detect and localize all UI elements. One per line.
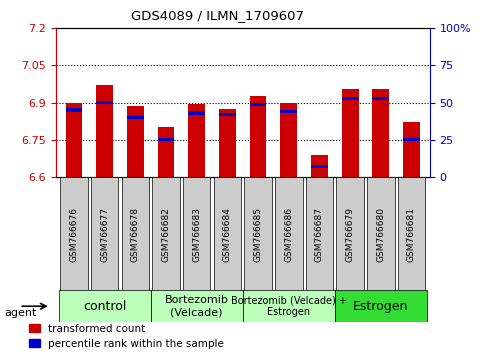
Bar xyxy=(275,177,302,292)
Bar xyxy=(96,85,113,177)
Bar xyxy=(367,177,395,292)
Bar xyxy=(306,177,333,292)
Text: GSM766682: GSM766682 xyxy=(161,207,170,262)
Bar xyxy=(243,290,335,322)
Bar xyxy=(188,104,205,177)
Bar xyxy=(372,97,389,100)
Bar xyxy=(122,177,149,292)
Text: control: control xyxy=(83,300,127,313)
Bar xyxy=(280,110,297,113)
Bar xyxy=(157,127,174,177)
Text: Estrogen: Estrogen xyxy=(353,300,409,313)
Text: GSM766681: GSM766681 xyxy=(407,207,416,262)
Bar xyxy=(183,177,211,292)
Bar xyxy=(335,290,427,322)
Text: GSM766687: GSM766687 xyxy=(315,207,324,262)
Bar xyxy=(60,177,88,292)
Bar xyxy=(244,177,272,292)
Text: GSM766679: GSM766679 xyxy=(346,207,355,262)
Bar xyxy=(280,103,297,177)
Bar xyxy=(311,165,328,168)
Text: GSM766683: GSM766683 xyxy=(192,207,201,262)
Text: Bortezomib (Velcade) +
Estrogen: Bortezomib (Velcade) + Estrogen xyxy=(231,295,347,317)
Text: Bortezomib
(Velcade): Bortezomib (Velcade) xyxy=(165,295,228,317)
Legend: transformed count, percentile rank within the sample: transformed count, percentile rank withi… xyxy=(29,324,224,349)
Bar xyxy=(91,177,118,292)
Bar xyxy=(403,122,420,177)
Bar xyxy=(372,89,389,177)
Text: GDS4089 / ILMN_1709607: GDS4089 / ILMN_1709607 xyxy=(131,9,304,22)
Bar xyxy=(188,112,205,115)
Bar xyxy=(341,89,358,177)
Bar xyxy=(311,155,328,177)
Bar xyxy=(213,177,241,292)
Bar xyxy=(151,290,243,322)
Text: GSM766676: GSM766676 xyxy=(70,207,78,262)
Bar xyxy=(157,138,174,142)
Bar xyxy=(66,108,83,112)
Bar xyxy=(152,177,180,292)
Bar xyxy=(66,103,83,177)
Text: GSM766684: GSM766684 xyxy=(223,207,232,262)
Bar xyxy=(127,107,144,177)
Bar xyxy=(127,116,144,119)
Bar xyxy=(398,177,425,292)
Text: GSM766678: GSM766678 xyxy=(131,207,140,262)
Bar xyxy=(250,97,267,177)
Text: agent: agent xyxy=(5,308,37,318)
Text: GSM766677: GSM766677 xyxy=(100,207,109,262)
Text: GSM766680: GSM766680 xyxy=(376,207,385,262)
Text: GSM766685: GSM766685 xyxy=(254,207,263,262)
Bar xyxy=(58,290,151,322)
Bar xyxy=(219,109,236,177)
Bar xyxy=(403,138,420,142)
Bar xyxy=(96,101,113,104)
Bar xyxy=(336,177,364,292)
Bar xyxy=(250,103,267,106)
Bar xyxy=(219,113,236,116)
Text: GSM766686: GSM766686 xyxy=(284,207,293,262)
Bar xyxy=(341,97,358,100)
